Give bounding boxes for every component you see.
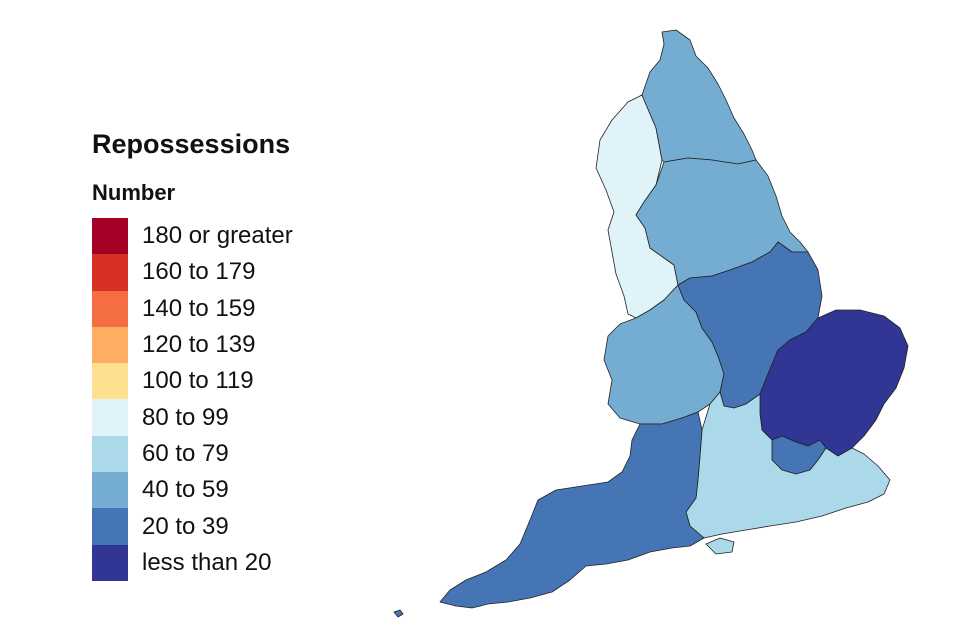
- region-isles-of-scilly[interactable]: [393, 609, 404, 618]
- legend-label: 100 to 119: [142, 367, 254, 395]
- legend-label: 20 to 39: [142, 512, 229, 540]
- legend-item: less than 20: [92, 544, 392, 581]
- legend-swatch: [92, 399, 128, 436]
- legend-item: 180 or greater: [92, 218, 392, 255]
- region-north-east[interactable]: [641, 29, 757, 165]
- legend: Repossessions Number 180 or greater 160 …: [92, 128, 392, 581]
- legend-swatch: [92, 290, 128, 327]
- legend-item: 60 to 79: [92, 435, 392, 473]
- legend-item: 160 to 179: [92, 254, 392, 291]
- legend-label: 40 to 59: [142, 476, 229, 504]
- legend-swatch: [92, 218, 128, 255]
- legend-swatch: [92, 508, 128, 545]
- legend-label: 160 to 179: [142, 258, 256, 286]
- legend-items: 180 or greater 160 to 179 140 to 159 120…: [92, 218, 392, 581]
- legend-swatch: [92, 326, 128, 364]
- legend-label: 120 to 139: [142, 331, 256, 359]
- legend-label: 60 to 79: [142, 439, 229, 467]
- legend-item: 20 to 39: [92, 508, 392, 545]
- legend-label: 80 to 99: [142, 403, 229, 431]
- legend-swatch: [92, 363, 128, 400]
- legend-item: 120 to 139: [92, 326, 392, 364]
- region-south-west[interactable]: [439, 411, 705, 609]
- legend-item: 140 to 159: [92, 290, 392, 327]
- legend-item: 40 to 59: [92, 472, 392, 509]
- legend-label: less than 20: [142, 548, 272, 576]
- legend-swatch: [92, 254, 128, 291]
- legend-item: 100 to 119: [92, 363, 392, 400]
- region-isle-of-wight[interactable]: [705, 537, 735, 555]
- legend-swatch: [92, 472, 128, 509]
- legend-title: Repossessions: [92, 129, 291, 159]
- legend-swatch: [92, 544, 128, 581]
- legend-label: 180 or greater: [142, 222, 293, 250]
- legend-label: 140 to 159: [142, 294, 256, 322]
- legend-subtitle: Number: [92, 180, 176, 205]
- legend-swatch: [92, 435, 128, 473]
- legend-item: 80 to 99: [92, 399, 392, 436]
